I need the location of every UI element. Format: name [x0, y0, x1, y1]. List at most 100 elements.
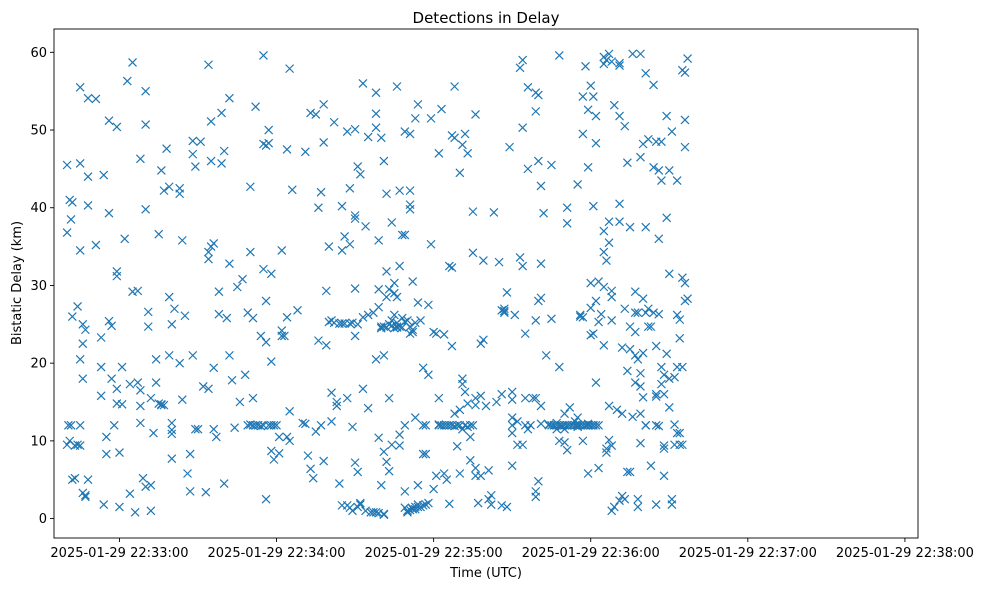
data-point: [421, 420, 431, 430]
x-tick-label: 2025-01-29 22:36:00: [522, 546, 660, 561]
data-point: [471, 463, 480, 473]
data-point: [502, 502, 512, 512]
data-point: [586, 303, 596, 313]
data-point: [656, 362, 666, 372]
data-point: [531, 315, 541, 325]
data-point: [617, 409, 627, 419]
data-point: [683, 294, 693, 304]
data-point: [573, 422, 583, 432]
data-point: [507, 428, 517, 438]
y-tick-label: 40: [30, 201, 47, 216]
data-point: [376, 480, 386, 490]
data-point: [251, 102, 261, 112]
data-point: [115, 502, 124, 512]
data-point: [204, 384, 213, 394]
data-point: [138, 473, 148, 483]
data-point: [431, 329, 441, 339]
data-point: [439, 469, 449, 478]
data-point: [143, 322, 153, 332]
data-point: [434, 393, 444, 403]
data-point: [70, 473, 80, 483]
data-point: [96, 362, 106, 372]
data-point: [306, 108, 316, 118]
data-point: [104, 208, 114, 218]
y-tick-label: 0: [39, 512, 47, 527]
data-point: [615, 61, 624, 70]
data-point: [531, 393, 541, 403]
data-point: [101, 432, 111, 442]
data-point: [651, 341, 661, 351]
data-point: [83, 200, 93, 210]
data-point: [586, 81, 596, 91]
data-point: [62, 160, 72, 170]
data-point: [578, 436, 588, 446]
data-point: [680, 115, 690, 125]
data-point: [418, 449, 428, 459]
data-point: [662, 349, 672, 359]
data-point: [507, 461, 517, 471]
data-point: [458, 379, 467, 389]
data-point: [497, 389, 507, 399]
data-point: [204, 254, 213, 264]
data-point: [628, 412, 638, 422]
data-point: [353, 467, 363, 477]
data-point: [133, 378, 143, 388]
data-point: [230, 423, 240, 433]
data-point: [591, 296, 601, 306]
data-point: [581, 61, 590, 71]
data-point: [604, 49, 614, 59]
data-point: [636, 49, 645, 59]
data-point: [371, 354, 381, 364]
data-point: [617, 343, 627, 353]
data-point: [162, 144, 172, 154]
data-point: [408, 277, 418, 286]
data-point: [633, 354, 643, 364]
data-point: [625, 344, 635, 354]
data-point: [615, 217, 624, 227]
data-point: [594, 420, 604, 430]
data-point: [214, 309, 224, 319]
data-point: [62, 440, 72, 450]
data-point: [536, 181, 546, 191]
data-point: [408, 504, 418, 513]
data-point: [387, 218, 397, 227]
data-point: [345, 319, 355, 328]
data-point: [609, 100, 619, 110]
data-point: [533, 476, 543, 486]
data-point: [374, 302, 384, 312]
data-point: [266, 357, 276, 367]
data-point: [261, 337, 271, 347]
x-tick-label: 2025-01-29 22:34:00: [208, 546, 346, 561]
data-point: [167, 429, 177, 439]
data-point: [248, 393, 258, 403]
data-point: [319, 456, 329, 466]
data-point: [62, 228, 72, 238]
data-point: [426, 239, 436, 249]
data-point: [418, 500, 428, 510]
data-point: [651, 500, 661, 510]
data-point: [670, 420, 679, 429]
data-point: [382, 189, 391, 199]
data-point: [510, 310, 520, 320]
data-point: [607, 292, 617, 302]
chart-title: Detections in Delay: [413, 9, 560, 27]
y-axis-label: Bistatic Delay (km): [10, 221, 25, 345]
data-point: [651, 420, 661, 430]
data-point: [209, 424, 219, 434]
data-point: [408, 327, 418, 337]
data-point: [471, 400, 480, 410]
data-point: [122, 76, 132, 86]
data-point: [350, 284, 360, 293]
data-point: [565, 403, 575, 412]
data-point: [460, 129, 470, 139]
data-point: [651, 392, 661, 401]
data-point: [382, 292, 391, 302]
data-point: [379, 510, 389, 520]
data-point: [167, 425, 177, 435]
data-point: [361, 506, 370, 516]
data-point: [536, 259, 546, 269]
data-point: [272, 420, 281, 430]
data-point: [104, 116, 114, 126]
data-point: [73, 301, 82, 311]
data-point: [672, 176, 682, 185]
